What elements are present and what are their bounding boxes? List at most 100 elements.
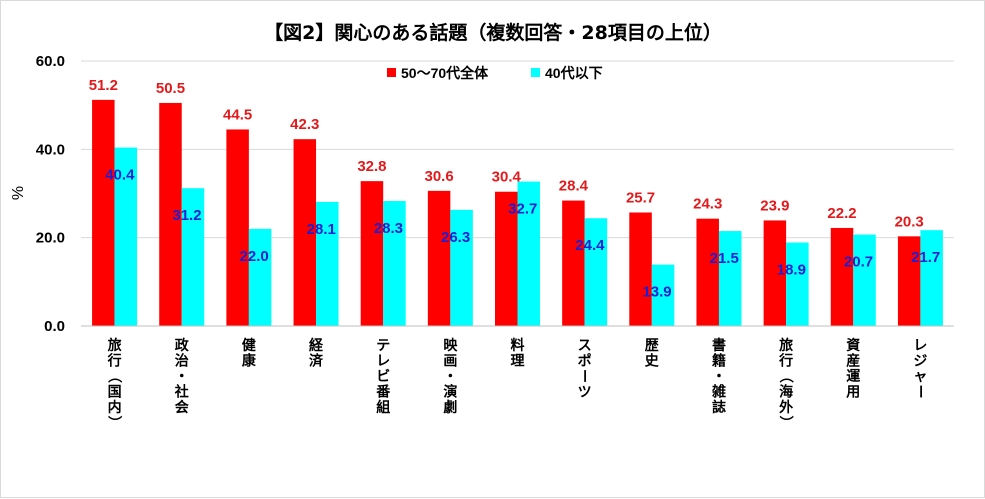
legend-swatch <box>387 68 396 77</box>
bar-series-1 <box>763 220 787 326</box>
data-label-series-1: 23.9 <box>760 197 789 214</box>
y-tick-label: 0.0 <box>44 318 65 335</box>
data-label-series-2: 28.3 <box>374 220 403 237</box>
svg-text:料: 料 <box>511 337 525 354</box>
data-label-series-2: 31.2 <box>172 207 201 224</box>
x-tick-label: 歴史 <box>645 338 660 370</box>
svg-text:（: （ <box>777 369 793 383</box>
bar-series-2 <box>383 201 406 326</box>
data-label-series-1: 30.6 <box>424 168 453 185</box>
bar-series-2 <box>517 181 540 326</box>
x-tick-label: 映画・演劇 <box>443 338 458 416</box>
data-label-series-2: 18.9 <box>777 262 806 279</box>
svg-text:経: 経 <box>309 337 324 354</box>
data-label-series-1: 22.2 <box>827 205 856 222</box>
svg-text:）: ） <box>106 416 122 430</box>
svg-text:）: ） <box>777 416 793 430</box>
bar-series-1 <box>92 99 115 326</box>
svg-text:画: 画 <box>443 354 457 370</box>
legend-swatch <box>531 68 540 77</box>
data-label-series-1: 28.4 <box>559 178 589 195</box>
svg-text:運: 運 <box>846 369 861 385</box>
svg-text:レ: レ <box>913 338 927 354</box>
svg-text:籍: 籍 <box>712 353 726 370</box>
svg-text:社: 社 <box>174 384 189 401</box>
svg-text:史: 史 <box>645 354 660 370</box>
y-tick-label: 40.0 <box>36 141 65 158</box>
data-label-series-2: 20.7 <box>844 254 873 271</box>
svg-text:誌: 誌 <box>712 399 726 416</box>
svg-text:ー: ー <box>911 385 927 399</box>
x-tick-label: 旅行（ 国内） <box>106 337 122 430</box>
legend-item: 50〜70代全体 <box>387 65 489 81</box>
data-label-series-2: 24.4 <box>575 237 605 254</box>
svg-text:ャ: ャ <box>913 369 927 385</box>
bar-series-2 <box>651 264 675 326</box>
bar-series-2 <box>248 228 272 326</box>
x-tick-label: 料理 <box>511 337 525 370</box>
bar-series-2 <box>181 188 205 326</box>
svg-text:用: 用 <box>846 385 860 401</box>
data-label-series-2: 40.4 <box>105 167 135 184</box>
legend: 50〜70代全体 40代以下 <box>387 65 603 81</box>
bar-series-2 <box>450 209 473 326</box>
svg-text:国: 国 <box>108 385 122 401</box>
bar-series-1 <box>293 139 317 326</box>
data-label-series-2: 22.0 <box>240 248 269 265</box>
svg-text:海: 海 <box>779 384 793 401</box>
x-tick-label: 旅行（海外） <box>777 337 793 430</box>
data-label-series-2: 32.7 <box>508 201 537 218</box>
bar-series-2 <box>584 218 608 326</box>
svg-text:ビ: ビ <box>376 369 390 385</box>
svg-text:理: 理 <box>511 354 525 370</box>
svg-text:産: 産 <box>846 353 860 370</box>
svg-text:内: 内 <box>108 399 122 416</box>
data-label-series-1: 32.8 <box>357 158 386 175</box>
svg-text:番: 番 <box>375 384 391 401</box>
bar-series-2 <box>786 242 809 326</box>
data-label-series-1: 50.5 <box>156 80 185 97</box>
bar-series-2 <box>316 201 339 326</box>
bar-series-1 <box>830 227 854 326</box>
svg-text:劇: 劇 <box>443 399 457 416</box>
svg-text:雑: 雑 <box>711 384 726 401</box>
svg-text:・: ・ <box>712 369 726 385</box>
data-label-series-1: 30.4 <box>492 169 522 186</box>
svg-text:治: 治 <box>175 353 189 370</box>
data-label-series-2: 21.5 <box>710 250 739 267</box>
svg-text:政: 政 <box>175 337 190 354</box>
x-tick-label: 経済 <box>309 337 324 370</box>
data-label-series-1: 42.3 <box>290 116 319 133</box>
svg-text:旅: 旅 <box>108 337 122 354</box>
svg-text:資: 資 <box>846 337 860 354</box>
bar-series-1 <box>562 200 585 326</box>
bar-series-1 <box>159 102 182 326</box>
x-tick-label: 健康 <box>242 337 257 370</box>
svg-text:ポ: ポ <box>578 353 592 370</box>
x-tick-label: 書籍・雑誌 <box>711 337 726 416</box>
svg-text:書: 書 <box>712 337 726 354</box>
svg-text:康: 康 <box>242 353 257 370</box>
svg-text:旅: 旅 <box>779 337 793 354</box>
bar-series-1 <box>226 129 249 326</box>
data-label-series-2: 21.7 <box>911 249 940 266</box>
svg-text:済: 済 <box>309 353 324 370</box>
bar-series-1 <box>696 218 719 326</box>
svg-text:行: 行 <box>107 353 122 370</box>
svg-text:ツ: ツ <box>578 385 592 401</box>
svg-text:ジ: ジ <box>913 354 927 370</box>
data-label-series-1: 51.2 <box>89 77 118 94</box>
legend-label: 40代以下 <box>545 65 603 81</box>
svg-text:（: （ <box>106 369 122 383</box>
bar-series-2 <box>853 234 876 326</box>
svg-text:会: 会 <box>175 399 190 416</box>
svg-text:ス: ス <box>578 338 592 354</box>
y-tick-label: 20.0 <box>36 230 65 247</box>
svg-text:・: ・ <box>175 369 189 385</box>
chart-title: 【図2】関心のある話題（複数回答・28項目の上位） <box>264 21 722 44</box>
